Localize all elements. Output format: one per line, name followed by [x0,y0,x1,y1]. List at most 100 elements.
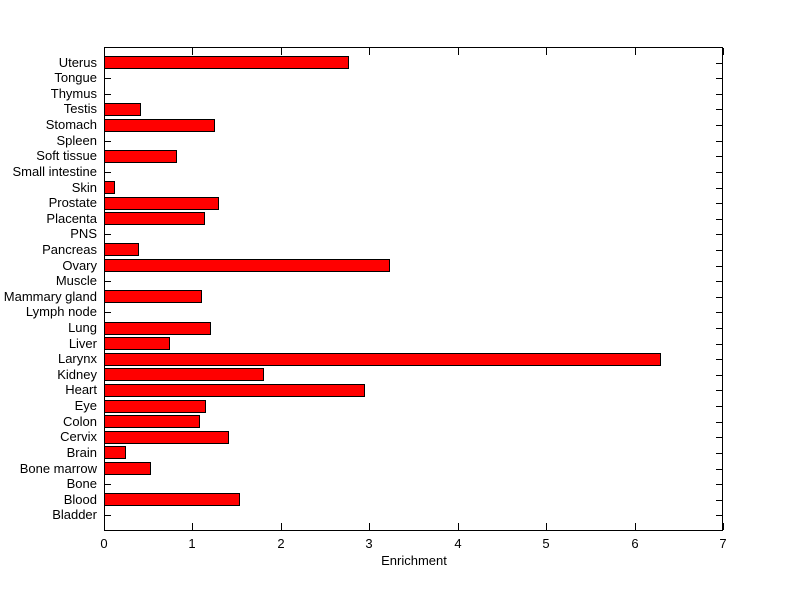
y-tick-mark [716,219,722,220]
y-tick-mark [105,94,111,95]
y-tick-mark [716,234,722,235]
y-tick-mark [716,375,722,376]
y-tick-label-cervix: Cervix [60,429,97,444]
bar-larynx [104,353,661,366]
y-tick-mark [716,406,722,407]
bar-ovary [104,259,390,272]
y-tick-label-prostate: Prostate [48,195,97,210]
bar-blood [104,493,240,506]
x-tick-mark [546,523,547,530]
y-tick-mark [716,125,722,126]
y-tick-mark [716,281,722,282]
bar-mammary-gland [104,290,202,303]
y-tick-mark [105,78,111,79]
x-tick-mark [458,48,459,55]
x-tick-mark [104,48,105,55]
x-tick-label: 6 [631,536,639,551]
y-tick-mark [716,344,722,345]
x-tick-label: 5 [542,536,550,551]
y-tick-mark [716,390,722,391]
x-tick-label: 1 [188,536,196,551]
x-tick-mark [458,523,459,530]
y-tick-mark [716,266,722,267]
y-tick-label-placenta: Placenta [46,211,97,226]
x-tick-label: 4 [454,536,462,551]
x-tick-mark [635,48,636,55]
x-tick-mark [369,48,370,55]
y-tick-label-pns: PNS [70,226,97,241]
y-tick-mark [716,297,722,298]
bar-liver [104,337,170,350]
y-tick-label-bone-marrow: Bone marrow [19,461,97,476]
bar-pancreas [104,243,139,256]
y-tick-mark [716,94,722,95]
y-tick-label-brain: Brain [66,445,97,460]
y-tick-label-heart: Heart [65,382,97,397]
bar-skin [104,181,115,194]
y-tick-label-bone: Bone [66,476,97,491]
y-tick-mark [716,484,722,485]
y-tick-mark [105,312,111,313]
y-tick-label-colon: Colon [63,414,97,429]
bar-soft-tissue [104,150,177,163]
y-tick-label-soft-tissue: Soft tissue [36,148,97,163]
x-tick-mark [281,523,282,530]
y-tick-label-muscle: Muscle [55,273,97,288]
x-tick-mark [546,48,547,55]
y-tick-mark [716,78,722,79]
bar-lung [104,322,211,335]
y-tick-mark [105,172,111,173]
y-tick-mark [716,437,722,438]
bar-stomach [104,119,215,132]
y-tick-label-larynx: Larynx [57,351,97,366]
y-tick-label-kidney: Kidney [57,367,97,382]
y-tick-mark [716,203,722,204]
bar-uterus [104,56,349,69]
y-tick-mark [716,453,722,454]
y-tick-label-eye: Eye [74,398,97,413]
y-tick-mark [716,156,722,157]
x-tick-mark [723,48,724,55]
y-tick-mark [105,281,111,282]
bar-eye [104,400,206,413]
bar-brain [104,446,126,459]
y-tick-mark [716,141,722,142]
y-tick-label-spleen: Spleen [56,133,97,148]
bar-prostate [104,197,219,210]
x-tick-label: 3 [365,536,373,551]
y-tick-mark [716,63,722,64]
y-tick-mark [105,234,111,235]
y-tick-label-lymph-node: Lymph node [25,304,97,319]
x-tick-mark [192,48,193,55]
x-tick-label: 0 [100,536,108,551]
y-tick-label-ovary: Ovary [62,258,97,273]
y-tick-label-pancreas: Pancreas [42,242,97,257]
y-tick-label-skin: Skin [71,180,97,195]
x-axis-title: Enrichment [381,553,447,568]
bar-testis [104,103,141,116]
y-tick-label-uterus: Uterus [58,55,97,70]
x-tick-label: 2 [277,536,285,551]
y-tick-mark [716,109,722,110]
y-tick-label-blood: Blood [63,492,97,507]
x-tick-mark [104,523,105,530]
y-tick-mark [716,515,722,516]
y-tick-label-liver: Liver [68,336,97,351]
bar-heart [104,384,365,397]
y-tick-mark [716,359,722,360]
y-tick-label-small-intestine: Small intestine [12,164,97,179]
y-tick-mark [105,515,111,516]
y-tick-mark [105,484,111,485]
y-tick-label-thymus: Thymus [50,86,97,101]
x-tick-label: 7 [719,536,727,551]
x-tick-mark [192,523,193,530]
y-tick-label-stomach: Stomach [45,117,97,132]
bar-kidney [104,368,264,381]
y-tick-mark [716,250,722,251]
y-tick-label-bladder: Bladder [52,507,97,522]
x-tick-mark [635,523,636,530]
bar-colon [104,415,200,428]
x-tick-mark [281,48,282,55]
x-tick-mark [369,523,370,530]
